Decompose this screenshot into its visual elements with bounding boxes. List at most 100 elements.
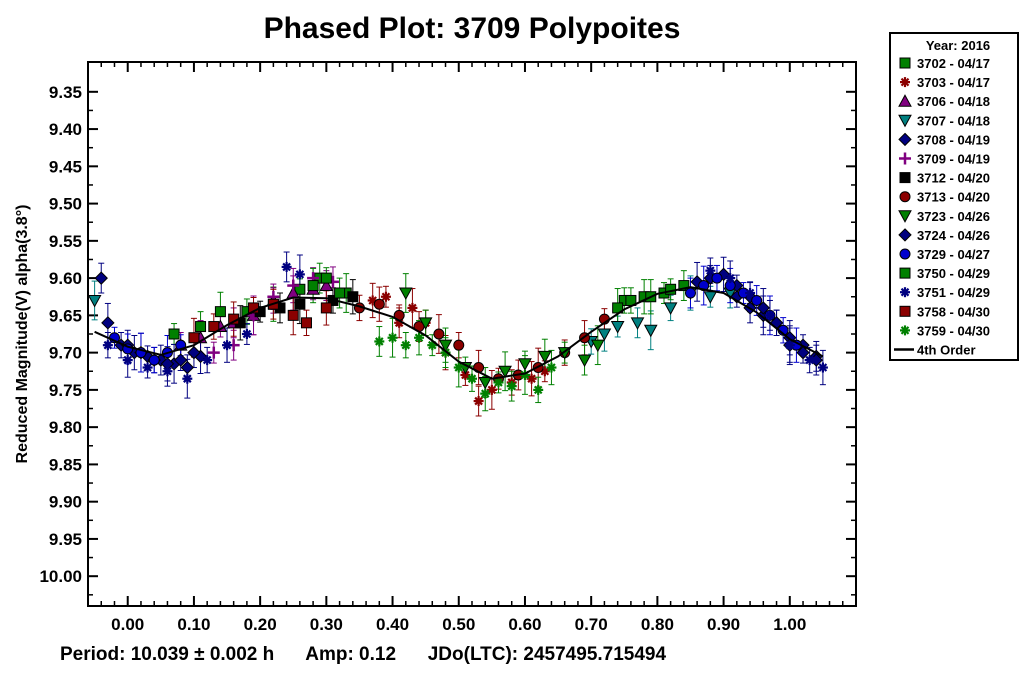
- legend-label: 3708 - 04/19: [917, 132, 990, 147]
- data-point: [478, 376, 493, 390]
- legend-label: 3723 - 04/26: [917, 209, 990, 224]
- data-point: [94, 271, 108, 285]
- data-point: [168, 328, 180, 340]
- data-point: [711, 272, 723, 284]
- data-point: [590, 339, 605, 353]
- data-point: [725, 273, 736, 284]
- data-point: [373, 298, 385, 310]
- legend-marker: [898, 132, 912, 147]
- data-point: [610, 321, 625, 334]
- x-tick-label: 0.00: [111, 615, 144, 634]
- data-point: [102, 340, 113, 351]
- y-tick-label: 9.75: [49, 381, 82, 400]
- data-point: [101, 316, 115, 330]
- legend-label: 3703 - 04/17: [917, 75, 990, 90]
- footer: Period: 10.039 ± 0.002 h Amp: 0.12 JDo(L…: [60, 644, 666, 666]
- data-point: [684, 287, 696, 299]
- legend-marker: [900, 77, 910, 88]
- legend-marker: [899, 172, 911, 184]
- legend-label: 3706 - 04/18: [917, 94, 990, 109]
- data-point: [643, 324, 658, 338]
- y-tick-label: 9.80: [49, 418, 82, 437]
- data-point: [418, 317, 433, 330]
- data-point: [300, 317, 312, 329]
- y-tick-label: 10.00: [39, 567, 82, 586]
- data-point: [493, 377, 504, 388]
- legend-label: 3750 - 04/29: [917, 266, 990, 281]
- data-point: [187, 345, 201, 360]
- data-point: [796, 345, 810, 360]
- y-tick-label: 9.95: [49, 530, 82, 549]
- y-tick-label: 9.70: [49, 344, 82, 363]
- y-tick-label: 9.85: [49, 455, 82, 474]
- data-point: [320, 302, 332, 314]
- legend-label-fit: 4th Order: [917, 343, 976, 358]
- data-point: [577, 354, 592, 368]
- x-tick-label: 0.50: [442, 615, 475, 634]
- x-tick-label: 0.30: [310, 615, 343, 634]
- legend-label: 3759 - 04/30: [917, 323, 990, 338]
- data-point: [347, 291, 359, 303]
- data-point: [433, 328, 445, 340]
- data-point: [597, 328, 612, 342]
- data-point: [467, 373, 477, 384]
- data-point: [241, 329, 252, 339]
- y-tick-label: 9.65: [49, 306, 82, 325]
- data-point: [387, 332, 398, 343]
- period-text: Period: 10.039 ± 0.002 h: [60, 644, 275, 665]
- data-point: [207, 346, 220, 359]
- legend-marker: [899, 57, 911, 69]
- chart-title: Phased Plot: 3709 Polypoites: [263, 12, 681, 45]
- legend-label: 3709 - 04/19: [917, 152, 990, 167]
- y-tick-label: 9.40: [49, 120, 82, 139]
- data-point: [148, 354, 160, 366]
- data-point: [374, 336, 385, 347]
- y-tick-label: 9.35: [49, 83, 82, 102]
- jdo-text: JDo(LTC): 2457495.715494: [427, 644, 667, 665]
- x-tick-label: 1.00: [773, 615, 806, 634]
- data-point: [438, 339, 453, 353]
- data-point: [817, 362, 828, 373]
- x-tick-label: 0.70: [575, 615, 608, 634]
- x-tick-label: 0.80: [641, 615, 674, 634]
- legend-label: 3724 - 04/26: [917, 228, 990, 243]
- data-point: [202, 355, 213, 366]
- data-point: [764, 310, 775, 321]
- x-tick-label: 0.10: [177, 615, 210, 634]
- data-point: [473, 396, 484, 407]
- data-point: [173, 353, 188, 367]
- data-point: [518, 358, 532, 371]
- data-point: [663, 302, 678, 315]
- data-point: [188, 332, 200, 344]
- data-point: [182, 373, 193, 384]
- data-point: [294, 298, 306, 310]
- legend-marker: [898, 210, 912, 223]
- data-point: [498, 365, 512, 379]
- data-point: [453, 339, 465, 351]
- data-point: [506, 381, 517, 392]
- data-point: [222, 340, 233, 351]
- legend-marker: [898, 228, 912, 242]
- data-point: [537, 350, 552, 364]
- data-point: [630, 317, 645, 330]
- data-point: [453, 362, 464, 373]
- data-point: [486, 384, 497, 395]
- data-point: [319, 278, 334, 292]
- x-tick-label: 0.90: [707, 615, 740, 634]
- legend-marker: [900, 325, 910, 336]
- y-tick-label: 9.90: [49, 493, 82, 512]
- legend-marker: [898, 114, 912, 128]
- data-point: [122, 355, 133, 366]
- data-point: [208, 321, 220, 333]
- legend-label: 3712 - 04/20: [917, 171, 990, 186]
- x-tick-label: 0.60: [508, 615, 541, 634]
- fit-line: [94, 286, 824, 380]
- legend-label: 3713 - 04/20: [917, 190, 990, 205]
- legend-marker: [899, 305, 911, 317]
- legend-marker: [898, 94, 912, 107]
- legend-marker: [899, 152, 911, 165]
- legend-marker: [899, 267, 911, 279]
- data-point: [804, 355, 815, 366]
- data-point: [281, 261, 292, 272]
